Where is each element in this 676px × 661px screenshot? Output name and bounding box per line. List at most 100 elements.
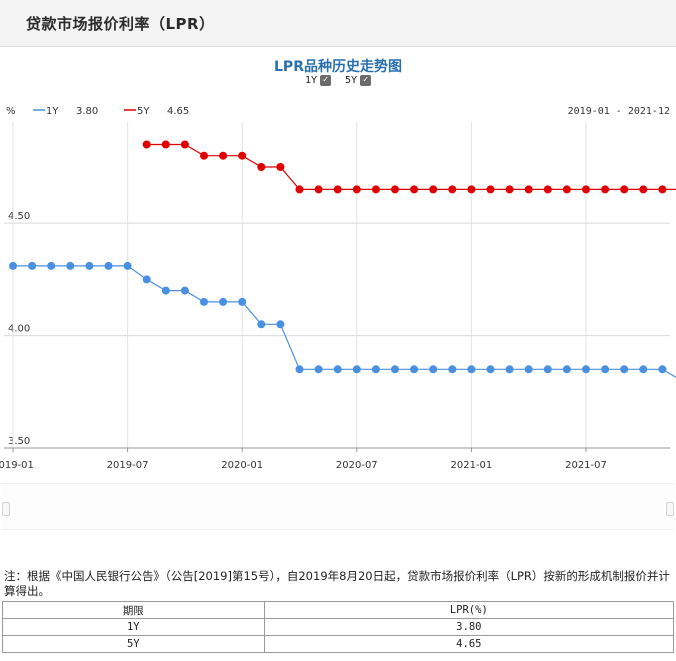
table-cell-rate: 4.65	[263, 635, 675, 653]
data-point-1y	[448, 365, 457, 374]
data-point-5y	[161, 140, 170, 149]
y-tick-label: 4.00	[8, 324, 30, 335]
data-point-1y	[219, 297, 228, 306]
data-point-1y	[295, 365, 304, 374]
data-point-1y	[429, 365, 438, 374]
data-point-1y	[333, 365, 342, 374]
rates-table: 期限 LPR(%) 1Y 3.80 5Y 4.65	[2, 601, 675, 653]
data-point-1y	[582, 365, 590, 374]
toggle-1y-label: 1Y	[304, 75, 317, 86]
data-point-1y	[104, 261, 113, 270]
chart-range-scrollbar[interactable]	[2, 483, 674, 530]
table-row: 1Y 3.80	[2, 618, 675, 636]
data-point-1y	[658, 365, 667, 374]
header-term: 期限	[2, 601, 265, 619]
data-point-5y	[524, 185, 533, 194]
y-tick-label: 4.50	[8, 211, 30, 222]
data-point-1y	[85, 261, 94, 270]
range-handle-left[interactable]	[2, 502, 10, 516]
x-tick-label: 2021-01	[451, 460, 493, 471]
y-tick-label: 3.50	[8, 436, 30, 447]
checkbox-1y[interactable]: ✓	[319, 75, 331, 86]
data-point-1y	[486, 365, 495, 374]
toggle-1y[interactable]: 1Y ✓	[305, 75, 331, 86]
plot-area	[4, 122, 670, 448]
data-point-5y	[257, 163, 266, 171]
data-point-1y	[200, 297, 208, 306]
data-point-1y	[257, 320, 266, 329]
page-title: 贷款市场报价利率（LPR）	[26, 15, 215, 33]
x-tick-label: 2021-07	[565, 460, 607, 471]
data-point-5y	[639, 185, 648, 194]
data-point-5y	[505, 185, 514, 194]
toggle-5y[interactable]: 5Y ✓	[345, 75, 372, 86]
legend-label-1y: 1Y	[46, 106, 59, 117]
data-point-5y	[180, 140, 189, 149]
data-point-5y	[142, 140, 151, 149]
data-point-5y	[238, 151, 247, 160]
header-lpr: LPR(%)	[263, 601, 675, 619]
data-point-5y	[333, 185, 342, 194]
x-tick-label: 2019-07	[107, 460, 149, 471]
data-point-5y	[391, 185, 399, 194]
note-text: 注：根据《中国人民银行公告》（公告[2019]第15号），自2019年8月20日…	[4, 569, 670, 598]
checkbox-5y[interactable]: ✓	[360, 75, 372, 86]
data-point-5y	[486, 185, 495, 194]
data-point-1y	[639, 365, 648, 374]
data-point-1y	[601, 365, 610, 374]
lpr-line-chart: 4.50 4.00 3.50 2019-01 2019-07 2020-01 2020-07…	[0, 106, 676, 471]
legend-value-5y: 4.65	[167, 106, 189, 117]
data-point-1y	[391, 365, 399, 374]
data-point-1y	[123, 261, 132, 270]
data-point-5y	[314, 185, 323, 194]
data-point-5y	[295, 185, 304, 194]
table-cell-term: 1Y	[2, 618, 265, 636]
range-handle-right[interactable]	[666, 502, 674, 516]
x-tick-label: 2020-01	[221, 460, 263, 471]
data-point-5y	[658, 185, 667, 194]
data-point-1y	[371, 365, 380, 374]
data-point-5y	[467, 185, 476, 194]
data-point-1y	[161, 286, 170, 295]
data-point-1y	[142, 275, 151, 284]
data-point-5y	[448, 185, 457, 194]
data-point-5y	[620, 185, 629, 194]
data-point-5y	[601, 185, 610, 194]
chart-title: LPR品种历史走势图	[274, 59, 402, 75]
data-point-1y	[238, 297, 247, 306]
table-header-row: 期限 LPR(%)	[2, 601, 675, 619]
page-header: 贷款市场报价利率（LPR）	[0, 0, 676, 47]
data-point-5y	[562, 185, 571, 194]
data-point-5y	[352, 185, 361, 194]
data-point-1y	[9, 261, 17, 270]
table-cell-rate: 3.80	[263, 618, 675, 636]
data-point-1y	[314, 365, 323, 374]
legend-label-5y: 5Y	[137, 106, 150, 117]
toggle-5y-label: 5Y	[345, 75, 358, 86]
data-point-1y	[180, 286, 189, 295]
table-row: 5Y 4.65	[2, 635, 675, 653]
data-point-5y	[276, 163, 285, 171]
data-point-1y	[47, 261, 56, 270]
data-point-1y	[352, 365, 361, 374]
date-range-label: 2019-01 - 2021-12	[568, 106, 670, 117]
data-point-1y	[467, 365, 476, 374]
data-point-1y	[66, 261, 75, 270]
legend-value-1y: 3.80	[76, 106, 98, 117]
data-point-1y	[410, 365, 419, 374]
data-point-5y	[410, 185, 419, 194]
x-tick-label: 2020-07	[336, 460, 378, 471]
data-point-1y	[524, 365, 533, 374]
data-point-1y	[562, 365, 571, 374]
data-point-5y	[429, 185, 438, 194]
series-toggles: 1Y ✓ 5Y ✓	[0, 75, 676, 86]
x-tick-label: 2019-01	[0, 460, 34, 471]
data-point-1y	[505, 365, 514, 374]
y-unit-label: %	[6, 106, 16, 117]
data-point-5y	[200, 151, 208, 160]
data-point-1y	[276, 320, 285, 329]
data-point-5y	[219, 151, 228, 160]
data-point-1y	[620, 365, 629, 374]
data-point-1y	[543, 365, 552, 374]
data-point-5y	[543, 185, 552, 194]
